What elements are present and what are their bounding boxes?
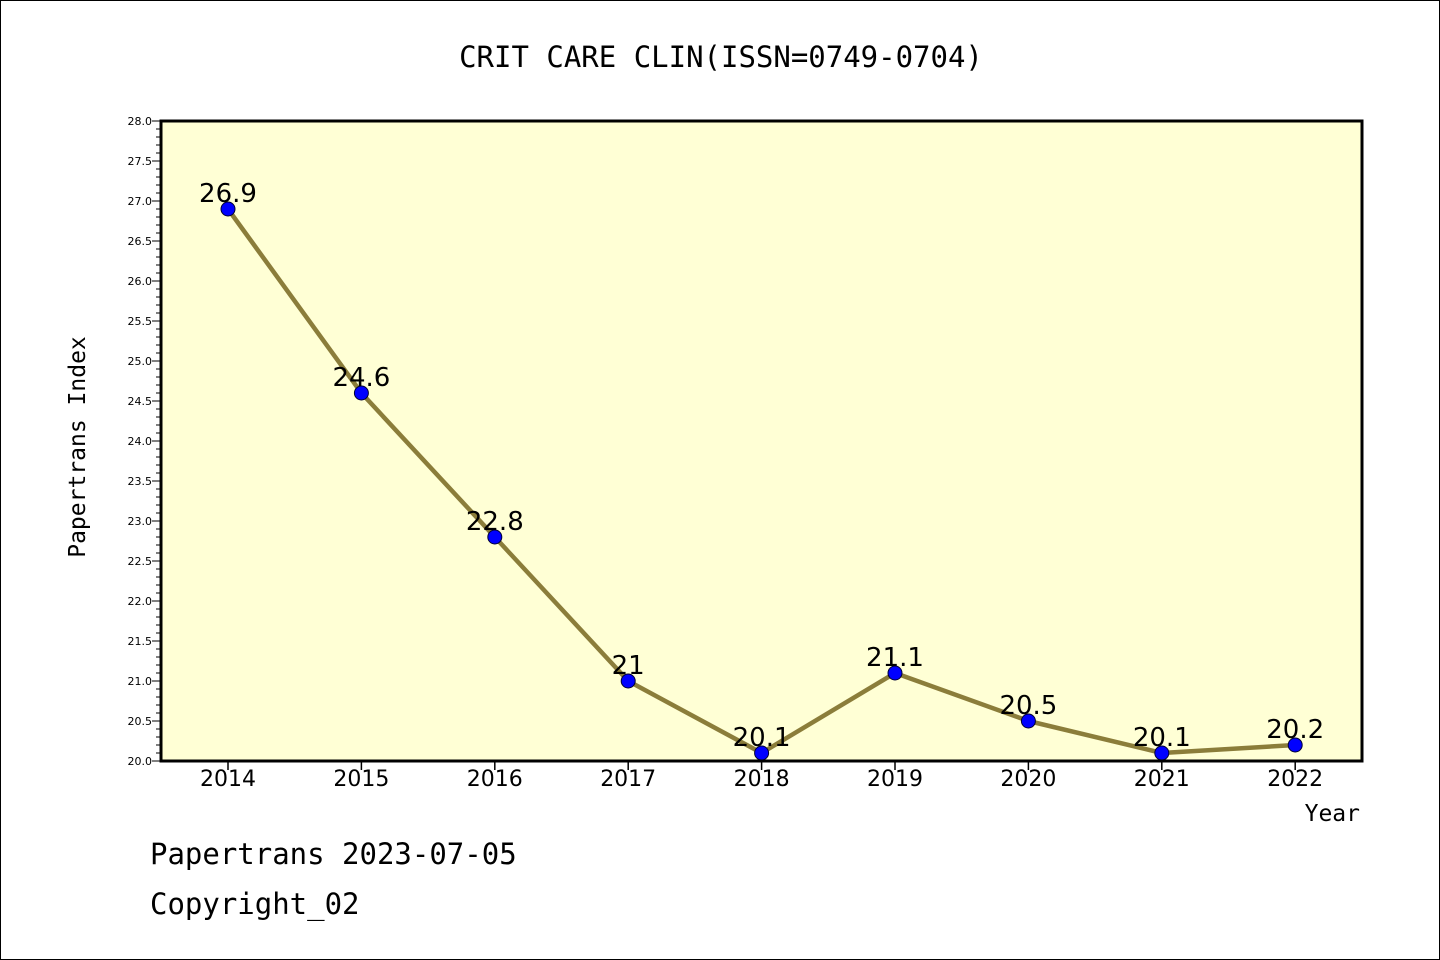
y-tick-label: 26.5 — [128, 235, 153, 248]
chart-title: CRIT CARE CLIN(ISSN=0749-0704) — [459, 40, 983, 74]
data-label: 20.5 — [999, 691, 1057, 721]
y-tick-label: 24.5 — [128, 395, 153, 408]
data-point — [1287, 737, 1303, 753]
data-label: 21.1 — [866, 643, 924, 673]
x-tick-label: 2018 — [734, 767, 790, 792]
data-label: 26.9 — [199, 179, 257, 209]
y-tick-label: 27.5 — [128, 155, 153, 168]
x-axis-label: Year — [1305, 801, 1360, 827]
series-layer: 26.9 24.6 22.8 21 20.1 21.1 20.5 20.1 20.2 — [199, 179, 1324, 761]
x-axis: 2014 2015 2016 2017 2018 2019 2020 2021 2022 — [200, 761, 1323, 792]
y-tick-label: 21.0 — [128, 675, 153, 688]
x-tick-label: 2015 — [333, 767, 389, 792]
data-label: 24.6 — [332, 363, 390, 393]
x-tick-label: 2020 — [1000, 767, 1056, 792]
y-tick-label: 20.0 — [128, 755, 153, 768]
y-tick-label: 25.0 — [128, 355, 153, 368]
data-point — [487, 529, 503, 545]
data-point — [220, 201, 236, 217]
data-point — [887, 665, 903, 681]
y-tick-label: 27.0 — [128, 195, 153, 208]
data-point — [1020, 713, 1036, 729]
footer-date: Papertrans 2023-07-05 — [150, 837, 517, 871]
y-tick-label: 28.0 — [128, 115, 153, 128]
data-point — [620, 673, 636, 689]
y-tick-label: 23.5 — [128, 475, 153, 488]
x-tick-label: 2021 — [1134, 767, 1190, 792]
y-tick-label: 21.5 — [128, 635, 153, 648]
data-label: 22.8 — [466, 507, 524, 537]
plot-area — [161, 121, 1362, 761]
y-tick-label: 22.5 — [128, 555, 153, 568]
x-tick-label: 2014 — [200, 767, 256, 792]
y-tick-label: 22.0 — [128, 595, 153, 608]
y-tick-label: 24.0 — [128, 435, 153, 448]
x-tick-label: 2019 — [867, 767, 923, 792]
data-label: 20.1 — [733, 723, 791, 753]
y-tick-label: 26.0 — [128, 275, 153, 288]
y-axis: 20.0 20.5 21.0 21.5 22.0 22.5 23.0 23.5 24.0 24.5… — [128, 115, 161, 768]
x-tick-label: 2022 — [1267, 767, 1323, 792]
data-label: 20.2 — [1266, 715, 1324, 745]
data-label: 21 — [612, 651, 645, 681]
footer-copyright: Copyright_02 — [150, 887, 360, 922]
y-axis-label: Papertrans Index — [65, 336, 91, 558]
data-point — [353, 385, 369, 401]
x-tick-label: 2016 — [467, 767, 523, 792]
y-tick-label: 20.5 — [128, 715, 153, 728]
data-label: 20.1 — [1133, 723, 1191, 753]
x-tick-label: 2017 — [600, 767, 656, 792]
y-tick-label: 25.5 — [128, 315, 153, 328]
y-tick-label: 23.0 — [128, 515, 153, 528]
